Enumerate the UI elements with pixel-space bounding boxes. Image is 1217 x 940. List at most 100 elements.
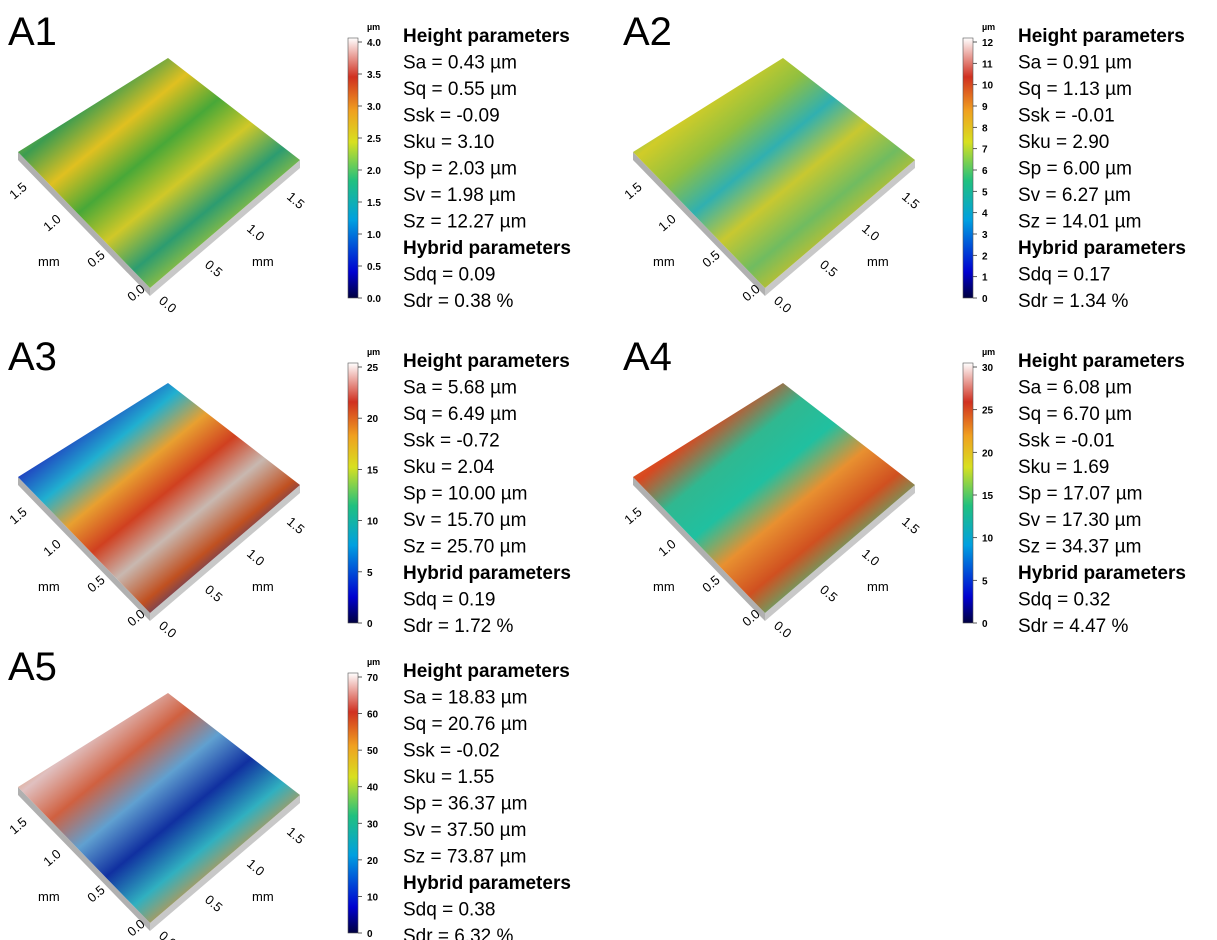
- parameter: Sa = 6.08 µm: [1018, 378, 1132, 399]
- surface-side: [18, 787, 150, 931]
- axis-tick-label: 1.5: [284, 514, 307, 537]
- panel-label: A4: [623, 335, 672, 379]
- axis-unit: mm: [252, 889, 274, 904]
- panel: A40.00.00.5 0.51.0 1.01.5 1.5mm mmµm05101520…: [621, 335, 1186, 641]
- parameter: Sp = 2.03 µm: [403, 159, 517, 180]
- axis-tick-label: 0.5: [84, 572, 107, 595]
- colorbar-unit: µm: [982, 22, 995, 32]
- panel-label: A5: [8, 645, 57, 689]
- parameter: Sdr = 1.72 %: [403, 616, 513, 637]
- section-title: Hybrid parameters: [1018, 238, 1186, 259]
- surface-side: [633, 152, 765, 296]
- parameter: Sv = 6.27 µm: [1018, 185, 1131, 206]
- colorbar-tick-label: 0.5: [367, 262, 381, 273]
- axis-tick-label: 1.5: [621, 179, 644, 202]
- parameter: Sq = 0.55 µm: [403, 79, 517, 100]
- parameter: Sdr = 6.32 %: [403, 926, 513, 940]
- axis-unit: mm: [867, 254, 889, 269]
- colorbar-tick-label: 1: [982, 273, 988, 284]
- axis-tick-label: 1.5: [284, 189, 307, 212]
- axis-tick-label: 0.0: [771, 293, 794, 316]
- colorbar-tick-label: 3: [982, 230, 988, 241]
- axis-tick-label: 1.5: [284, 824, 307, 847]
- parameter: Sa = 0.43 µm: [403, 53, 517, 74]
- axis-tick-label: 0.5: [202, 892, 225, 915]
- colorbar-tick-label: 15: [982, 491, 994, 502]
- axis-tick-label: 0.5: [202, 582, 225, 605]
- parameter: Sdq = 0.38: [403, 900, 495, 921]
- colorbar-tick-label: 7: [982, 145, 988, 156]
- surface-side: [150, 160, 300, 296]
- parameter: Ssk = -0.01: [1018, 431, 1115, 452]
- surface-side: [150, 485, 300, 621]
- axis-tick-label: 1.0: [655, 211, 678, 234]
- axis-unit: mm: [653, 254, 675, 269]
- axis-tick-label: 1.5: [6, 814, 29, 837]
- colorbar-tick-label: 2: [982, 251, 988, 262]
- axis-tick-label: 1.5: [6, 504, 29, 527]
- axis-tick-label: 1.0: [244, 546, 267, 569]
- colorbar-tick-label: 0.0: [367, 294, 381, 305]
- axis-unit: mm: [38, 579, 60, 594]
- parameter: Sz = 14.01 µm: [1018, 212, 1141, 233]
- parameter: Sa = 5.68 µm: [403, 378, 517, 399]
- colorbar-tick-label: 3.0: [367, 102, 381, 113]
- colorbar: [962, 37, 974, 299]
- section-title: Hybrid parameters: [403, 238, 571, 259]
- colorbar-tick-label: 5: [367, 568, 373, 579]
- axis-unit: mm: [252, 579, 274, 594]
- parameter: Sku = 1.55: [403, 767, 494, 788]
- axis-tick-label: 0.0: [156, 928, 179, 940]
- colorbar: [962, 362, 974, 624]
- axis-tick-label: 1.5: [899, 514, 922, 537]
- colorbar-tick-label: 9: [982, 102, 988, 113]
- panel: A50.00.00.5 0.51.0 1.01.5 1.5mm mmµm01020304…: [6, 645, 571, 940]
- parameter: Sz = 34.37 µm: [1018, 537, 1141, 558]
- colorbar-tick-label: 1.5: [367, 198, 381, 209]
- section-title: Height parameters: [1018, 26, 1185, 47]
- surface-side: [633, 477, 765, 621]
- colorbar-tick-label: 4: [982, 209, 988, 220]
- panel-label: A3: [8, 335, 57, 379]
- section-title: Height parameters: [403, 661, 570, 682]
- axis-tick-label: 0.5: [699, 247, 722, 270]
- colorbar-tick-label: 5: [982, 576, 988, 587]
- surface-side: [765, 160, 915, 296]
- parameter: Sv = 15.70 µm: [403, 510, 526, 531]
- section-title: Hybrid parameters: [403, 873, 571, 894]
- surface-side: [150, 795, 300, 931]
- parameter: Sku = 2.90: [1018, 132, 1109, 153]
- panel-label: A1: [8, 10, 57, 54]
- colorbar-tick-label: 20: [367, 414, 379, 425]
- parameter: Sz = 25.70 µm: [403, 537, 526, 558]
- axis-tick-label: 0.0: [156, 293, 179, 316]
- surface-side: [18, 477, 150, 621]
- parameter: Sq = 20.76 µm: [403, 714, 528, 735]
- colorbar-unit: µm: [367, 347, 380, 357]
- axis-tick-label: 0.5: [817, 582, 840, 605]
- section-title: Height parameters: [403, 26, 570, 47]
- colorbar-tick-label: 20: [982, 448, 994, 459]
- surface: [633, 58, 915, 288]
- surface: [633, 383, 915, 613]
- colorbar-tick-label: 8: [982, 123, 988, 134]
- parameter: Sdq = 0.32: [1018, 590, 1110, 611]
- colorbar-tick-label: 15: [367, 465, 379, 476]
- parameter: Sku = 2.04: [403, 457, 495, 478]
- parameter: Sa = 18.83 µm: [403, 688, 528, 709]
- axis-unit: mm: [653, 579, 675, 594]
- section-title: Height parameters: [1018, 351, 1185, 372]
- colorbar-tick-label: 2.5: [367, 134, 381, 145]
- parameter: Sdr = 1.34 %: [1018, 291, 1128, 312]
- axis-tick-label: 1.0: [244, 221, 267, 244]
- colorbar-tick-label: 10: [367, 892, 379, 903]
- axis-tick-label: 0.5: [202, 257, 225, 280]
- parameter: Sku = 3.10: [403, 132, 494, 153]
- axis-tick-label: 1.0: [244, 856, 267, 879]
- axis-tick-label: 1.0: [40, 536, 63, 559]
- axis-tick-label: 1.0: [40, 211, 63, 234]
- surface: [18, 383, 300, 613]
- parameter: Ssk = -0.09: [403, 106, 500, 127]
- parameter: Sp = 10.00 µm: [403, 484, 528, 505]
